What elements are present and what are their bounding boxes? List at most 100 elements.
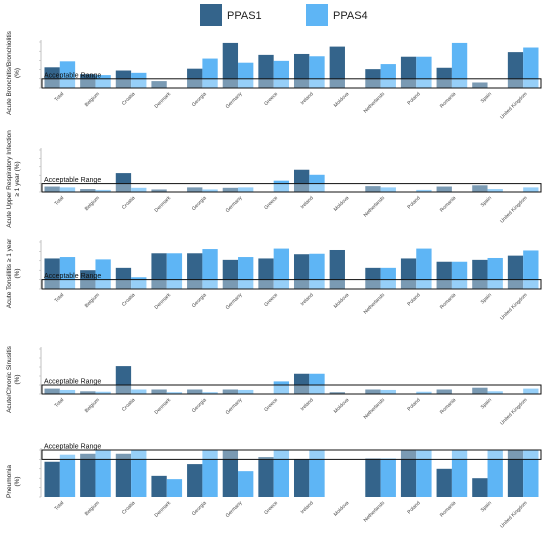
- bar-ppas4-united-kingdom: [523, 450, 539, 497]
- x-tick-label: Poland: [406, 500, 421, 515]
- x-tick-label: Spain: [480, 292, 493, 305]
- bar-ppas4-georgia: [202, 58, 218, 88]
- bar-ppas1-greece: [258, 54, 274, 88]
- bar-ppas4-belgium: [95, 391, 111, 394]
- x-tick-label: Germany: [225, 91, 244, 110]
- x-tick-label: Total: [54, 500, 66, 512]
- bar-ppas4-ireland: [309, 373, 325, 394]
- y-axis-label: Acute Bronchitis/Bronchiolitis(%): [6, 30, 21, 115]
- bar-ppas1-poland: [400, 258, 417, 289]
- x-tick-label: Moldova: [333, 91, 351, 109]
- x-tick-label: Germany: [225, 292, 244, 311]
- bar-ppas1-belgium: [80, 74, 96, 88]
- bar-ppas4-poland: [416, 56, 432, 88]
- y-axis-label: Acute Tonsillitis ≥ 1 year(%): [6, 238, 21, 308]
- x-tick-label: Spain: [480, 500, 493, 513]
- x-tick-label: Ireland: [300, 292, 315, 307]
- x-tick-label: Georgia: [191, 397, 208, 414]
- bar-ppas4-denmark: [166, 392, 183, 394]
- x-tick-label: Romania: [439, 397, 458, 416]
- bar-ppas1-greece: [258, 258, 274, 289]
- x-tick-label: Ireland: [300, 91, 315, 106]
- x-tick-label: United Kingdom: [499, 397, 528, 426]
- acceptable-range-box: [41, 279, 542, 290]
- legend-item-ppas4: PPAS4: [306, 4, 368, 26]
- bar-ppas4-greece: [273, 248, 290, 289]
- bar-ppas1-total: [44, 461, 60, 497]
- bar-ppas1-poland: [400, 56, 417, 88]
- x-tick-label: Germany: [225, 500, 244, 519]
- acceptable-range-box: [41, 449, 542, 460]
- x-tick-label: Georgia: [191, 500, 208, 517]
- bar-ppas1-denmark: [151, 475, 167, 497]
- x-tick-label: Poland: [406, 195, 421, 210]
- bar-ppas1-total: [44, 388, 60, 394]
- bar-ppas1-moldova: [329, 46, 345, 88]
- bar-ppas1-romania: [436, 67, 452, 88]
- bar-ppas4-united-kingdom: [523, 47, 539, 88]
- acceptable-range-label: Acceptable Range: [44, 273, 101, 280]
- y-axis-label: Acute Upper Respiratory Infection≥ 1 yea…: [6, 130, 21, 228]
- panel-4: Acute/Chronic Sinusitis(%) Acceptable Ran…: [6, 345, 542, 427]
- bar-ppas4-total: [59, 187, 76, 192]
- bar-ppas4-netherlands: [380, 64, 396, 88]
- bar-ppas4-united-kingdom: [523, 388, 539, 394]
- x-tick-label: Netherlands: [363, 292, 387, 316]
- bar-ppas1-belgium: [80, 391, 96, 394]
- bar-ppas4-germany: [238, 62, 254, 88]
- legend-label: PPAS1: [227, 10, 262, 22]
- bar-ppas4-croatia: [131, 187, 147, 192]
- bar-ppas1-total: [44, 186, 60, 192]
- bar-ppas1-germany: [222, 187, 239, 192]
- x-tick-label: Spain: [480, 195, 493, 208]
- bar-ppas1-netherlands: [365, 186, 381, 192]
- acceptable-range-label: Acceptable Range: [44, 177, 101, 184]
- bar-ppas4-belgium: [95, 189, 111, 192]
- bar-ppas4-germany: [238, 471, 254, 497]
- bar-ppas4-spain: [487, 189, 503, 192]
- x-tick-label: Total: [54, 292, 66, 304]
- acceptable-range-label: Acceptable Range: [44, 72, 101, 79]
- x-tick-label: Moldova: [333, 397, 351, 415]
- acceptable-range-label: Acceptable Range: [44, 379, 101, 386]
- bar-ppas1-denmark: [151, 389, 167, 394]
- bar-ppas4-denmark: [166, 479, 183, 497]
- x-tick-label: Poland: [406, 292, 421, 307]
- bar-ppas4-poland: [416, 391, 432, 394]
- x-tick-label: Greece: [263, 91, 279, 107]
- x-tick-label: Croatia: [121, 195, 137, 211]
- bar-ppas4-belgium: [95, 450, 111, 497]
- acceptable-range-box: [41, 384, 542, 395]
- x-tick-label: Denmark: [154, 195, 173, 214]
- bar-ppas1-romania: [436, 468, 452, 497]
- bar-ppas4-ireland: [309, 56, 325, 88]
- x-tick-label: Poland: [406, 91, 421, 106]
- bar-ppas4-greece: [273, 450, 290, 497]
- bar-ppas4-total: [59, 257, 76, 289]
- x-tick-label: Romania: [439, 91, 458, 110]
- bar-ppas1-total: [44, 67, 60, 88]
- acceptable-range-box: [41, 78, 542, 89]
- panel-3: Acute Tonsillitis ≥ 1 year(%) Acceptable …: [6, 238, 542, 322]
- x-tick-label: Greece: [263, 397, 279, 413]
- y-axis-label: Pneumonia(%): [6, 465, 21, 498]
- bar-ppas4-romania: [451, 42, 468, 88]
- panel-2: Acute Upper Respiratory Infection≥ 1 yea…: [6, 130, 542, 228]
- bar-ppas4-georgia: [202, 450, 218, 497]
- x-tick-label: Romania: [439, 292, 458, 311]
- x-tick-label: Ireland: [300, 195, 315, 210]
- acceptable-range-box: [41, 183, 542, 193]
- x-tick-label: Total: [54, 397, 66, 409]
- bar-ppas4-ireland: [309, 253, 325, 289]
- bar-ppas1-netherlands: [365, 458, 381, 497]
- bar-ppas4-germany: [238, 389, 254, 394]
- bar-ppas1-ireland: [293, 373, 310, 394]
- x-tick-label: Netherlands: [363, 500, 387, 524]
- bar-ppas1-spain: [472, 185, 488, 192]
- bar-ppas4-spain: [487, 257, 503, 289]
- x-tick-label: Moldova: [333, 500, 351, 518]
- bar-ppas1-croatia: [115, 173, 132, 192]
- x-tick-label: Belgium: [84, 500, 101, 517]
- bar-ppas4-croatia: [131, 277, 147, 289]
